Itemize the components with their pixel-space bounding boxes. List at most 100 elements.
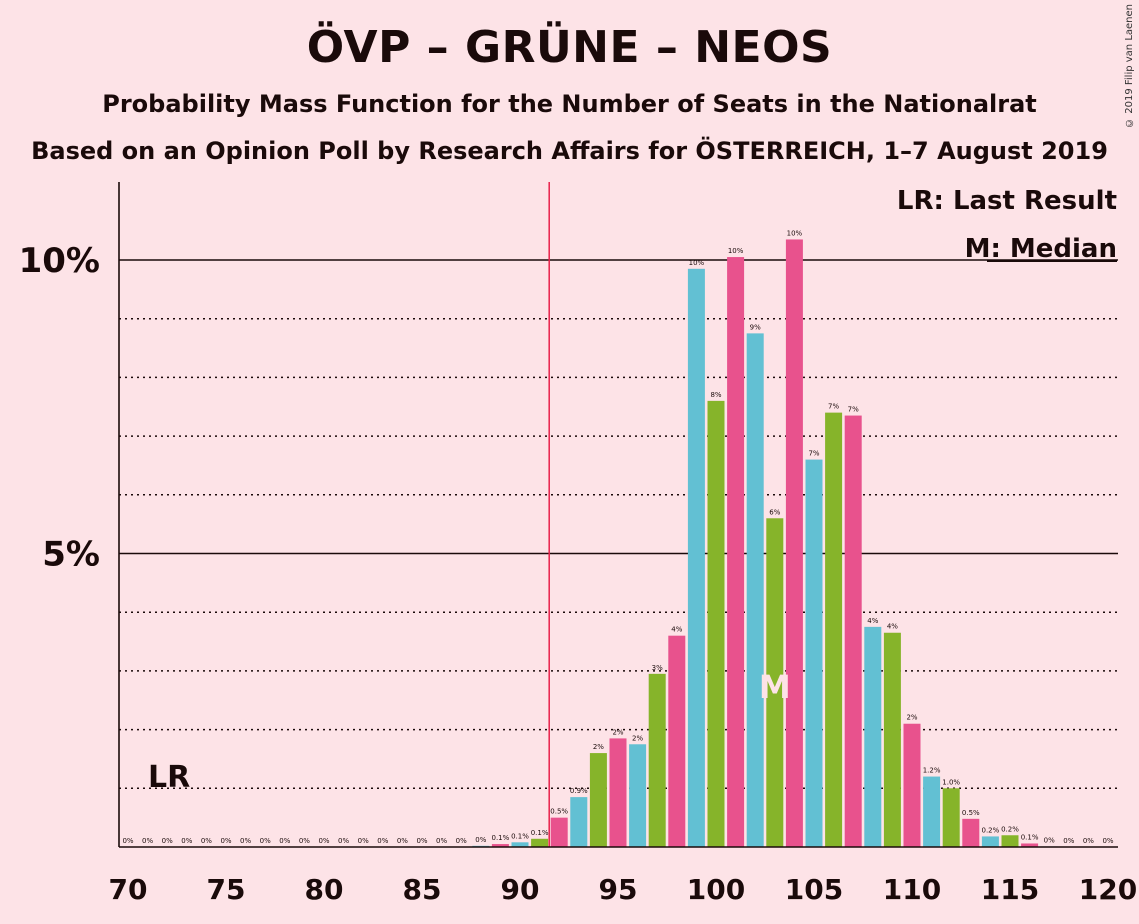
bar-value-label: 0% — [338, 837, 349, 845]
bar-value-label: 0% — [181, 837, 192, 845]
bar-seat-115 — [1001, 835, 1019, 847]
bar-seat-95 — [609, 738, 627, 847]
bar-seat-93 — [570, 797, 588, 847]
chart-title: ÖVP – GRÜNE – NEOS — [306, 22, 833, 73]
bar-value-label: 2% — [906, 714, 917, 722]
bar-seat-110 — [903, 723, 921, 847]
bar-value-label: 0% — [475, 836, 486, 844]
bar-value-label: 0% — [1102, 837, 1113, 845]
x-tick-label: 110 — [883, 873, 941, 906]
bar-seat-103 — [766, 518, 784, 847]
bar-value-label: 0% — [358, 837, 369, 845]
bar-value-label: 7% — [828, 403, 839, 411]
bar-value-label: 0% — [397, 837, 408, 845]
x-tick-label: 120 — [1079, 873, 1137, 906]
legend-last-result: LR: Last Result — [897, 186, 1117, 216]
x-tick-label: 70 — [109, 873, 148, 906]
x-tick-label: 85 — [403, 873, 442, 906]
x-tick-label: 100 — [687, 873, 745, 906]
bar-seat-102 — [746, 333, 764, 847]
bar-value-label: 0% — [1083, 837, 1094, 845]
bar-value-label: 0% — [456, 837, 467, 845]
bar-value-label: 0% — [220, 837, 231, 845]
bar-value-label: 0.1% — [531, 829, 549, 837]
bar-value-label: 0.5% — [962, 809, 980, 817]
x-tick-label: 115 — [981, 873, 1039, 906]
bar-value-label: 0% — [122, 837, 133, 845]
bar-value-label: 2% — [593, 743, 604, 751]
y-tick-label: 10% — [19, 241, 100, 281]
bar-value-label: 4% — [887, 623, 898, 631]
bar-seat-99 — [687, 268, 705, 847]
bar-value-label: 0% — [260, 837, 271, 845]
bar-value-label: 7% — [808, 450, 819, 458]
bar-value-label: 7% — [848, 406, 859, 414]
bar-value-label: 4% — [867, 617, 878, 625]
bar-value-label: 1.0% — [942, 778, 960, 786]
bar-value-label: 0% — [1063, 837, 1074, 845]
bar-seat-97 — [648, 673, 666, 847]
bar-value-label: 9% — [750, 323, 761, 331]
bar-seat-100 — [707, 400, 725, 847]
bar-value-label: 0% — [377, 837, 388, 845]
bar-seat-90 — [511, 842, 529, 847]
bar-value-label: 4% — [671, 626, 682, 634]
bar-seat-106 — [825, 412, 843, 847]
bar-value-label: 0% — [299, 837, 310, 845]
bar-value-label: 10% — [728, 247, 744, 255]
bar-value-label: 0.9% — [570, 787, 588, 795]
bar-value-label: 0.5% — [550, 808, 568, 816]
bar-value-label: 0% — [240, 837, 251, 845]
chart-subtitle: Probability Mass Function for the Number… — [102, 90, 1037, 118]
bar-seat-116 — [1021, 843, 1039, 847]
bar-value-label: 3% — [652, 664, 663, 672]
bar-value-label: 1.2% — [923, 767, 941, 775]
bar-seat-113 — [962, 818, 980, 847]
bar-seat-92 — [550, 817, 568, 847]
bar-value-label: 0% — [416, 837, 427, 845]
bar-seat-111 — [923, 776, 941, 847]
bar-value-label: 0.2% — [982, 826, 1000, 834]
bar-value-label: 0.1% — [1021, 833, 1039, 841]
x-tick-label: 95 — [599, 873, 638, 906]
legend-median: M: Median — [965, 234, 1117, 264]
bar-value-label: 0% — [201, 837, 212, 845]
bar-value-label: 2% — [632, 734, 643, 742]
bar-value-label: 8% — [710, 391, 721, 399]
x-tick-label: 80 — [305, 873, 344, 906]
bar-seat-105 — [805, 459, 823, 847]
bar-value-label: 6% — [769, 508, 780, 516]
y-tick-label: 5% — [42, 535, 100, 575]
x-tick-label: 75 — [207, 873, 246, 906]
bar-seat-98 — [668, 635, 686, 847]
bar-value-label: 0% — [318, 837, 329, 845]
bar-seat-91 — [531, 838, 549, 847]
bar-value-label: 2% — [612, 728, 623, 736]
bar-value-label: 0.2% — [1001, 825, 1019, 833]
bar-seat-114 — [981, 836, 999, 847]
x-tick-label: 90 — [501, 873, 540, 906]
bar-seat-94 — [589, 753, 607, 847]
bar-value-label: 0% — [279, 837, 290, 845]
bar-value-label: 0.1% — [492, 834, 510, 842]
bar-seat-108 — [864, 626, 882, 847]
bar-value-label: 0% — [142, 837, 153, 845]
bar-seat-107 — [844, 415, 862, 847]
bar-value-label: 0% — [436, 837, 447, 845]
bar-value-label: 0% — [1044, 836, 1055, 844]
bar-value-label: 10% — [689, 259, 705, 267]
bar-seat-112 — [942, 788, 960, 847]
bar-seat-104 — [785, 239, 803, 847]
bar-seat-96 — [629, 744, 647, 847]
bar-value-label: 10% — [787, 229, 803, 237]
x-tick-label: 105 — [785, 873, 843, 906]
median-marker: M — [759, 668, 791, 706]
bar-seat-101 — [727, 257, 745, 847]
bar-seat-109 — [883, 632, 901, 847]
bar-value-label: 0.1% — [511, 832, 529, 840]
bar-value-label: 0% — [162, 837, 173, 845]
chart-subtitle-poll: Based on an Opinion Poll by Research Aff… — [31, 137, 1108, 165]
bar-seat-89 — [491, 844, 509, 847]
last-result-label: LR — [148, 760, 190, 795]
